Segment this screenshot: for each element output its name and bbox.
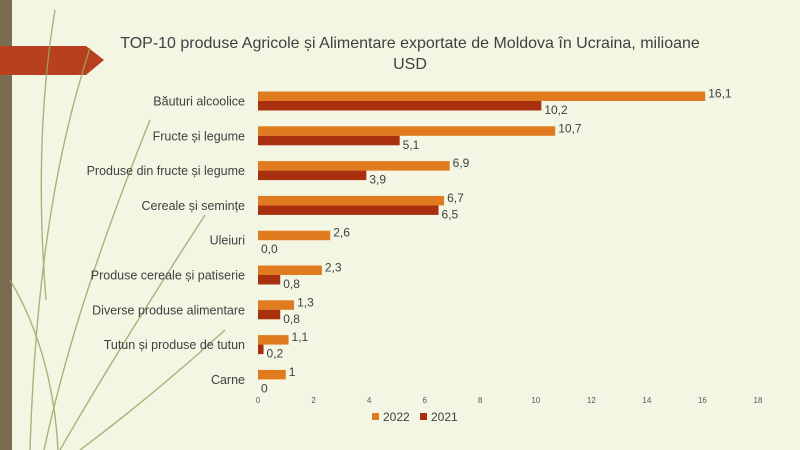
category-label: Produse din fructe și legume — [87, 164, 245, 178]
data-label-2022: 2,6 — [333, 226, 350, 240]
bar-2021 — [258, 275, 281, 285]
bar-2022 — [258, 335, 289, 345]
data-label-2022: 1,3 — [297, 295, 314, 309]
x-tick-label: 14 — [642, 396, 651, 405]
data-label-2021: 0 — [261, 381, 268, 395]
bar-2021 — [258, 205, 439, 215]
category-label: Tutun și produse de tutun — [104, 338, 245, 352]
bar-2021 — [258, 101, 542, 111]
title-ribbon — [0, 46, 104, 75]
legend-item-2022: 2022 — [372, 410, 410, 424]
legend-label: 2021 — [431, 410, 458, 424]
data-label-2022: 6,7 — [447, 191, 464, 205]
bar-2021 — [258, 135, 400, 146]
data-label-2022: 1,1 — [292, 330, 309, 344]
data-label-2022: 16,1 — [708, 87, 732, 101]
category-label: Produse cereale și patiserie — [91, 269, 245, 283]
bar-2022 — [258, 161, 450, 171]
x-tick-label: 18 — [754, 396, 763, 405]
x-tick-label: 8 — [478, 396, 483, 405]
bar-2021 — [258, 309, 281, 320]
category-label: Uleiuri — [210, 234, 245, 248]
data-label-2021: 10,2 — [544, 103, 568, 117]
bar-2022 — [258, 369, 286, 380]
data-label-2022: 6,9 — [453, 156, 470, 170]
left-sidebar-band — [0, 0, 12, 450]
data-label-2021: 0,8 — [283, 312, 300, 326]
category-label: Băuturi alcoolice — [153, 95, 245, 109]
legend-swatch — [372, 413, 379, 420]
data-label-2021: 3,9 — [369, 173, 386, 187]
legend-label: 2022 — [383, 410, 410, 424]
x-tick-label: 0 — [256, 396, 261, 405]
x-tick-label: 12 — [587, 396, 596, 405]
decorative-curves — [9, 9, 226, 450]
x-tick-label: 6 — [422, 396, 427, 405]
bar-2021 — [258, 344, 264, 355]
x-tick-label: 2 — [311, 396, 316, 405]
x-tick-label: 10 — [531, 396, 540, 405]
bar-2021 — [258, 170, 367, 181]
data-label-2022: 2,3 — [325, 261, 342, 275]
x-tick-label: 4 — [367, 396, 372, 405]
data-label-2022: 1 — [289, 365, 296, 379]
x-tick-label: 16 — [698, 396, 707, 405]
bar-2022 — [258, 300, 295, 310]
bar-2022 — [258, 91, 706, 101]
category-label: Carne — [211, 373, 245, 387]
data-label-2021: 5,1 — [403, 138, 420, 152]
category-label: Diverse produse alimentare — [92, 303, 245, 317]
category-label: Fructe și legume — [153, 129, 245, 143]
data-label-2022: 10,7 — [558, 121, 582, 135]
data-label-2021: 0,2 — [267, 347, 284, 361]
bar-2022 — [258, 230, 331, 241]
data-label-2021: 0,0 — [261, 242, 278, 256]
bar-2022 — [258, 195, 445, 206]
data-label-2021: 0,8 — [283, 277, 300, 291]
bar-2022 — [258, 265, 322, 275]
data-label-2021: 6,5 — [442, 207, 459, 221]
category-label: Cereale și semințe — [141, 199, 245, 213]
bar-2022 — [258, 126, 556, 136]
legend-item-2021: 2021 — [420, 410, 458, 424]
chart-title: TOP-10 produse Agricole și Alimentare ex… — [120, 35, 700, 73]
legend-swatch — [420, 413, 427, 420]
